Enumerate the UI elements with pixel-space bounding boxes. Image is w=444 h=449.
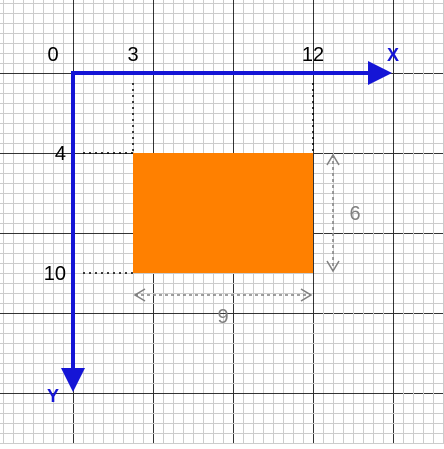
dimension-lines [133, 153, 340, 302]
y-tick-label: 4 [55, 143, 66, 165]
width-arrow-left [133, 288, 146, 302]
width-dimension-label: 9 [217, 306, 228, 328]
y-tick-label: 10 [44, 263, 66, 285]
origin-label: 0 [47, 44, 58, 66]
orange-rectangle [133, 153, 313, 273]
y-axis-arrowhead [61, 368, 85, 392]
height-arrow-bottom [326, 260, 340, 273]
height-arrow-top [326, 153, 340, 166]
y-axis-label: Y [47, 386, 59, 406]
tick-guides [83, 83, 314, 274]
width-arrow-right [300, 288, 313, 302]
x-axis-arrowhead [368, 61, 392, 85]
x-tick-label: 3 [127, 44, 138, 66]
x-axis-label: X [387, 45, 399, 65]
height-dimension-label: 6 [349, 203, 360, 225]
x-tick-label: 12 [302, 44, 324, 66]
axes [61, 61, 392, 392]
labels: 0 X Y 3 12 4 10 9 6 [44, 44, 399, 406]
